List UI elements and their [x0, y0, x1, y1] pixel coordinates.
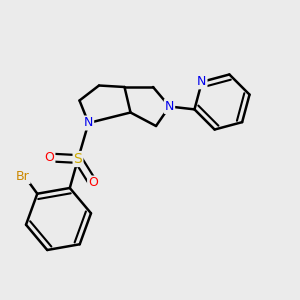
Text: Br: Br	[16, 170, 30, 183]
Text: N: N	[197, 75, 206, 88]
Text: O: O	[88, 176, 98, 190]
Text: O: O	[45, 151, 54, 164]
Text: N: N	[84, 116, 93, 130]
Text: S: S	[74, 152, 82, 166]
Text: N: N	[165, 100, 174, 113]
